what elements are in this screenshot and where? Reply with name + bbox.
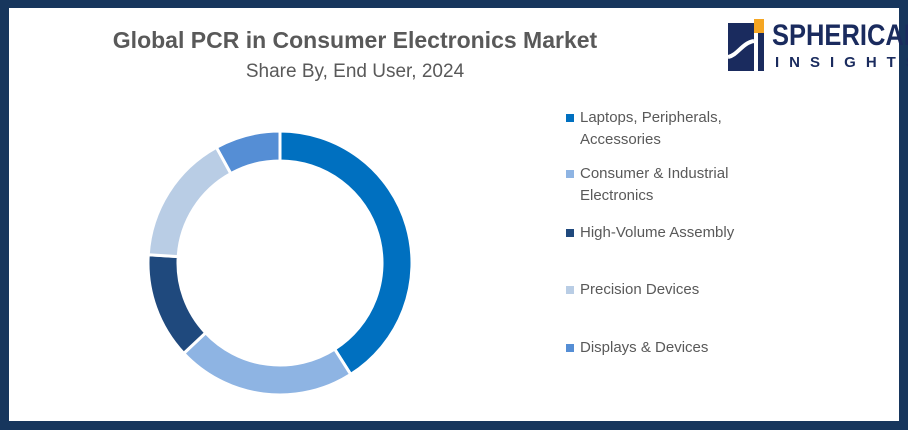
legend-item: Laptops, Peripherals, Accessories [566,107,766,151]
logo-text-1: SPHERICAL [772,19,908,52]
legend-item: Displays & Devices [566,337,766,359]
legend-swatch [566,170,574,178]
donut-slice-3 [146,145,233,259]
logo-mark-icon [728,19,764,71]
logo-text-2: INSIGHTS [775,54,908,71]
donut-slice-1 [181,330,353,397]
donut-slice-4 [214,129,282,176]
chart-subtitle: Share By, End User, 2024 [245,61,465,82]
chart-title: Global PCR in Consumer Electronics Marke… [112,27,598,53]
legend-swatch [566,229,574,237]
legend-label: Displays & Devices [580,339,709,356]
legend-label: High-Volume Assembly [580,224,735,241]
legend-swatch [566,114,574,122]
legend-label: Consumer & Industrial Electronics [580,165,729,204]
legend-label: Precision Devices [580,281,700,298]
legend-label: Laptops, Peripherals, Accessories [580,109,722,148]
legend-item: Consumer & Industrial Electronics [566,163,766,207]
donut-slice-0 [278,129,414,377]
donut-slice-2 [146,253,208,356]
spherical-insights-logo: SPHERICAL INSIGHTS [728,19,908,74]
legend-item: Precision Devices [566,279,766,301]
legend-item: High-Volume Assembly [566,222,766,244]
legend-swatch [566,344,574,352]
legend-swatch [566,286,574,294]
